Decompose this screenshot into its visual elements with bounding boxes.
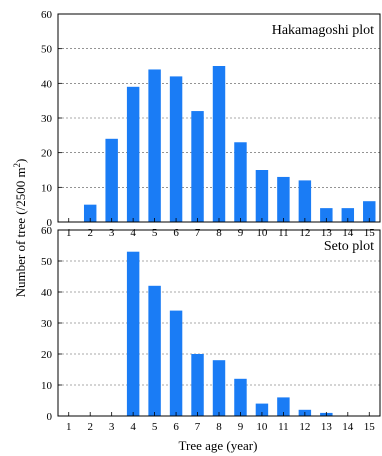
x-tick-label: 14: [342, 227, 354, 239]
bar-age-13: [320, 208, 333, 222]
bar-age-3: [105, 138, 118, 222]
y-tick-label: 50: [41, 44, 53, 56]
y-tick-label: 10: [41, 380, 53, 392]
bar-age-7: [191, 111, 204, 222]
x-tick-label: 12: [299, 227, 310, 239]
y-tick-label: 60: [41, 9, 53, 21]
x-tick-label: 10: [256, 421, 268, 433]
plot-frame: [57, 13, 381, 223]
bar-age-11: [277, 397, 290, 416]
bar-age-15: [363, 201, 376, 222]
bar-age-4: [126, 86, 140, 222]
y-tick-label: 60: [41, 225, 53, 237]
bar-age-2: [83, 204, 97, 222]
x-tick-label: 10: [256, 227, 268, 239]
x-tick-label: 15: [364, 227, 376, 239]
plot-frame: [57, 229, 381, 417]
x-axis-title: Tree age (year): [179, 438, 258, 453]
y-axis-title: Number of tree (/2500 m2): [12, 159, 28, 298]
y-tick-label: 50: [41, 256, 53, 268]
y-tick-label: 30: [41, 113, 53, 125]
x-tick-label: 4: [130, 227, 136, 239]
plot-title: Seto plot: [324, 239, 374, 254]
x-tick-label: 11: [278, 227, 289, 239]
x-tick-label: 5: [152, 227, 158, 239]
x-tick-label: 9: [238, 421, 244, 433]
y-tick-label: 20: [41, 148, 53, 160]
x-tick-label: 13: [321, 227, 333, 239]
bar-age-4: [126, 251, 140, 416]
x-tick-label: 7: [195, 227, 201, 239]
x-tick-label: 6: [173, 227, 179, 239]
bar-age-8: [212, 66, 226, 222]
bar-age-6: [169, 76, 183, 223]
x-tick-label: 2: [87, 421, 93, 433]
x-tick-label: 8: [216, 421, 222, 433]
x-tick-label: 2: [87, 227, 93, 239]
bar-age-11: [277, 176, 290, 222]
bar-age-12: [298, 180, 312, 222]
y-tick-label: 40: [41, 287, 53, 299]
bar-age-10: [255, 403, 269, 416]
bar-age-8: [212, 360, 226, 416]
bar-age-14: [341, 208, 355, 222]
x-tick-label: 14: [342, 421, 354, 433]
x-tick-label: 6: [173, 421, 179, 433]
y-tick-label: 0: [47, 217, 53, 229]
y-tick-label: 20: [41, 349, 53, 361]
bar-age-9: [234, 142, 247, 222]
plot-title: Hakamagoshi plot: [272, 23, 374, 38]
x-tick-label: 4: [130, 421, 136, 433]
x-tick-label: 3: [109, 421, 115, 433]
x-tick-label: 8: [216, 227, 222, 239]
x-tick-label: 1: [66, 227, 72, 239]
x-tick-label: 5: [152, 421, 158, 433]
y-tick-label: 0: [47, 411, 53, 423]
y-axis-title-tail: ): [13, 159, 28, 163]
x-tick-label: 1: [66, 421, 72, 433]
x-tick-label: 15: [364, 421, 376, 433]
y-tick-label: 10: [41, 182, 53, 194]
y-tick-label: 40: [41, 78, 53, 90]
x-tick-label: 3: [109, 227, 115, 239]
x-tick-label: 13: [321, 421, 333, 433]
bar-age-5: [148, 285, 161, 416]
y-tick-label: 30: [41, 318, 53, 330]
bar-age-7: [191, 354, 204, 416]
y-axis-title-superscript: 2: [12, 163, 22, 168]
bar-age-5: [148, 69, 161, 222]
y-axis-title-main: Number of tree (/2500 m: [13, 167, 28, 297]
bar-age-10: [255, 170, 269, 222]
bar-age-6: [169, 310, 183, 416]
x-tick-label: 9: [238, 227, 244, 239]
x-tick-label: 11: [278, 421, 289, 433]
x-tick-label: 12: [299, 421, 310, 433]
bar-age-9: [234, 378, 247, 416]
x-tick-label: 7: [195, 421, 201, 433]
